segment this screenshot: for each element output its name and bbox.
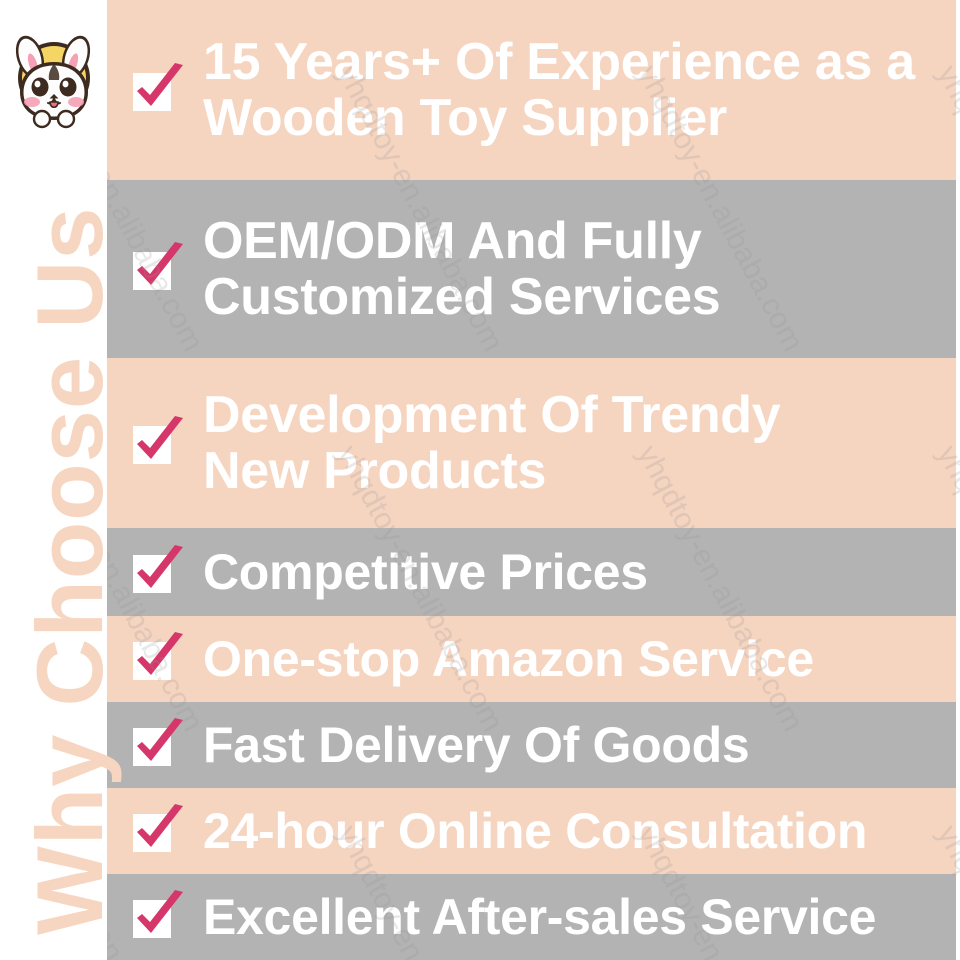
benefit-label: Excellent After-sales Service xyxy=(203,889,877,945)
check-mark-icon xyxy=(127,714,189,776)
benefit-label: 15 Years+ Of Experience as a Wooden Toy … xyxy=(203,32,915,147)
page-title: Why Choose Us xyxy=(15,115,125,935)
benefit-label: One-stop Amazon Service xyxy=(203,631,814,687)
benefit-label: Competitive Prices xyxy=(203,544,648,600)
benefit-row: Development Of Trendy New Products xyxy=(107,358,956,528)
benefit-row: OEM/ODM And Fully Customized Services xyxy=(107,180,956,358)
benefit-row: Fast Delivery Of Goods xyxy=(107,702,956,788)
page-title-text: Why Choose Us xyxy=(17,206,122,935)
benefit-row: 15 Years+ Of Experience as a Wooden Toy … xyxy=(107,0,956,180)
check-mark-icon xyxy=(127,886,189,948)
check-mark-icon xyxy=(127,238,189,300)
benefit-label: 24-hour Online Consultation xyxy=(203,803,868,859)
benefit-label: Development Of Trendy New Products xyxy=(203,385,781,500)
benefit-label: OEM/ODM And Fully Customized Services xyxy=(203,211,721,326)
benefit-row: Competitive Prices xyxy=(107,528,956,616)
benefit-row: 24-hour Online Consultation xyxy=(107,788,956,874)
check-mark-icon xyxy=(127,541,189,603)
check-mark-icon xyxy=(127,800,189,862)
sidebar: Why Choose Us xyxy=(0,0,122,960)
benefit-list: 15 Years+ Of Experience as a Wooden Toy … xyxy=(107,0,956,960)
bunny-mascot-icon xyxy=(6,24,102,132)
check-mark-icon xyxy=(127,628,189,690)
check-mark-icon xyxy=(127,412,189,474)
benefit-row: Excellent After-sales Service xyxy=(107,874,956,960)
benefit-label: Fast Delivery Of Goods xyxy=(203,717,750,773)
benefit-row: One-stop Amazon Service xyxy=(107,616,956,702)
check-mark-icon xyxy=(127,59,189,121)
